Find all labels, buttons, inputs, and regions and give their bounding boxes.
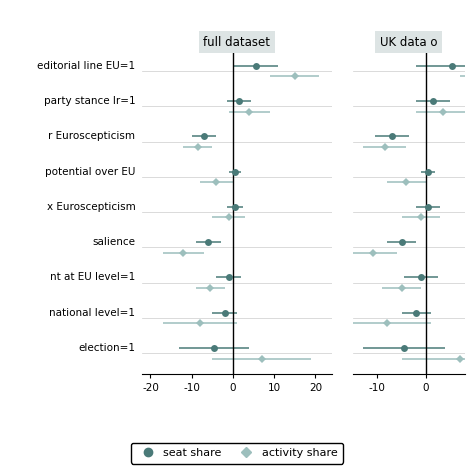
Text: election=1: election=1 [78,343,135,353]
Text: nt at EU level=1: nt at EU level=1 [50,273,135,283]
Text: r Euroscepticism: r Euroscepticism [48,131,135,141]
Text: editorial line EU=1: editorial line EU=1 [37,61,135,71]
Title: UK data o: UK data o [380,36,438,49]
Text: national level=1: national level=1 [49,308,135,318]
Legend: seat share, activity share: seat share, activity share [131,443,343,464]
Text: x Euroscepticism: x Euroscepticism [46,202,135,212]
Text: party stance lr=1: party stance lr=1 [44,96,135,106]
Text: potential over EU: potential over EU [45,166,135,176]
Title: full dataset: full dataset [203,36,271,49]
Text: salience: salience [92,237,135,247]
